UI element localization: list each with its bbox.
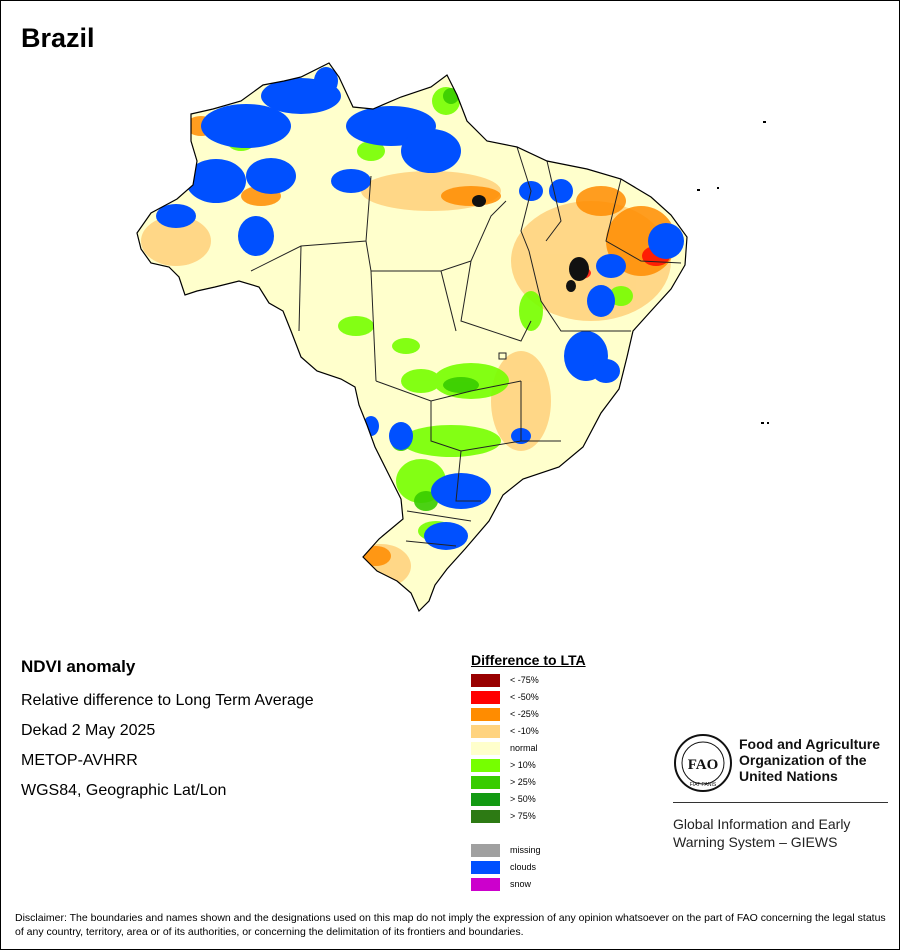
fao-logo-letters: FAO bbox=[688, 757, 719, 773]
legend-item: > 75% bbox=[471, 809, 586, 826]
map-sensor: METOP-AVHRR bbox=[21, 752, 138, 769]
legend-swatch bbox=[471, 708, 500, 721]
fao-logo-motto: FIAT PANIS bbox=[690, 782, 717, 788]
giews-name: Global Information and Early Warning Sys… bbox=[673, 815, 893, 851]
legend-gap bbox=[471, 826, 586, 843]
fao-name: Food and Agriculture Organization of the… bbox=[739, 736, 899, 784]
legend-item: > 25% bbox=[471, 775, 586, 792]
legend-item: < -25% bbox=[471, 707, 586, 724]
legend-label: > 75% bbox=[510, 811, 536, 821]
giews-line-2: Warning System – GIEWS bbox=[673, 834, 838, 850]
legend-label: > 10% bbox=[510, 760, 536, 770]
legend-title: Difference to LTA bbox=[471, 652, 586, 668]
legend-label: clouds bbox=[510, 862, 537, 872]
legend-item: clouds bbox=[471, 860, 586, 877]
legend-swatch bbox=[471, 776, 500, 789]
legend-item: snow bbox=[471, 877, 586, 894]
legend-label: snow bbox=[510, 879, 532, 889]
legend-swatch bbox=[471, 810, 500, 823]
fao-logo-icon: FAO FIAT PANIS bbox=[674, 734, 732, 792]
brazil-ndvi-map bbox=[136, 62, 769, 613]
legend-swatch bbox=[471, 861, 500, 874]
map-title: Brazil bbox=[21, 23, 95, 53]
legend-swatch bbox=[471, 725, 500, 738]
legend-swatch bbox=[471, 674, 500, 687]
cloud-cover-areas bbox=[156, 67, 684, 550]
map-projection: WGS84, Geographic Lat/Lon bbox=[21, 782, 227, 799]
legend-swatch bbox=[471, 878, 500, 891]
map-info: NDVI anomaly Relative difference to Long… bbox=[21, 657, 314, 806]
giews-line-1: Global Information and Early bbox=[673, 816, 851, 832]
map-product-title: NDVI anomaly bbox=[21, 657, 136, 676]
map-description: Relative difference to Long Term Average bbox=[21, 692, 314, 709]
extreme-deficit-areas bbox=[472, 195, 589, 292]
legend-label: < -50% bbox=[510, 692, 539, 702]
legend-swatch bbox=[471, 691, 500, 704]
legend-swatch bbox=[471, 742, 500, 755]
country-outline bbox=[136, 62, 688, 613]
fao-name-line-2: Organization of the bbox=[739, 752, 867, 768]
offshore-islands bbox=[697, 121, 769, 424]
legend-label: < -75% bbox=[510, 675, 539, 685]
legend-item: < -10% bbox=[471, 724, 586, 741]
legend-label: < -25% bbox=[510, 709, 539, 719]
legend-label: missing bbox=[510, 845, 541, 855]
fao-branding: FAO FIAT PANIS Food and Agriculture Orga… bbox=[673, 733, 888, 850]
map-legend: Difference to LTA < -75% < -50% < -25% < -1… bbox=[471, 652, 586, 894]
legend-item: > 10% bbox=[471, 758, 586, 775]
legend-item: normal bbox=[471, 741, 586, 758]
legend-swatch bbox=[471, 844, 500, 857]
legend-swatch bbox=[471, 759, 500, 772]
legend-item: < -75% bbox=[471, 673, 586, 690]
legend-label: < -10% bbox=[510, 726, 539, 736]
legend-label: > 50% bbox=[510, 794, 536, 804]
fao-name-line-3: United Nations bbox=[739, 768, 838, 784]
fao-name-line-1: Food and Agriculture bbox=[739, 736, 881, 752]
legend-swatch bbox=[471, 793, 500, 806]
map-date: Dekad 2 May 2025 bbox=[21, 722, 156, 739]
legend-label: > 25% bbox=[510, 777, 536, 787]
legend-label: normal bbox=[510, 743, 538, 753]
disclaimer-text: Disclaimer: The boundaries and names sho… bbox=[15, 912, 886, 938]
legend-item: missing bbox=[471, 843, 586, 860]
legend-classes: < -75% < -50% < -25% < -10% normal > 10% > 25%… bbox=[471, 673, 586, 826]
fao-divider bbox=[673, 802, 888, 803]
legend-item: > 50% bbox=[471, 792, 586, 809]
legend-item: < -50% bbox=[471, 690, 586, 707]
legend-special-classes: missing clouds snow bbox=[471, 843, 586, 894]
state-boundaries bbox=[250, 146, 682, 547]
